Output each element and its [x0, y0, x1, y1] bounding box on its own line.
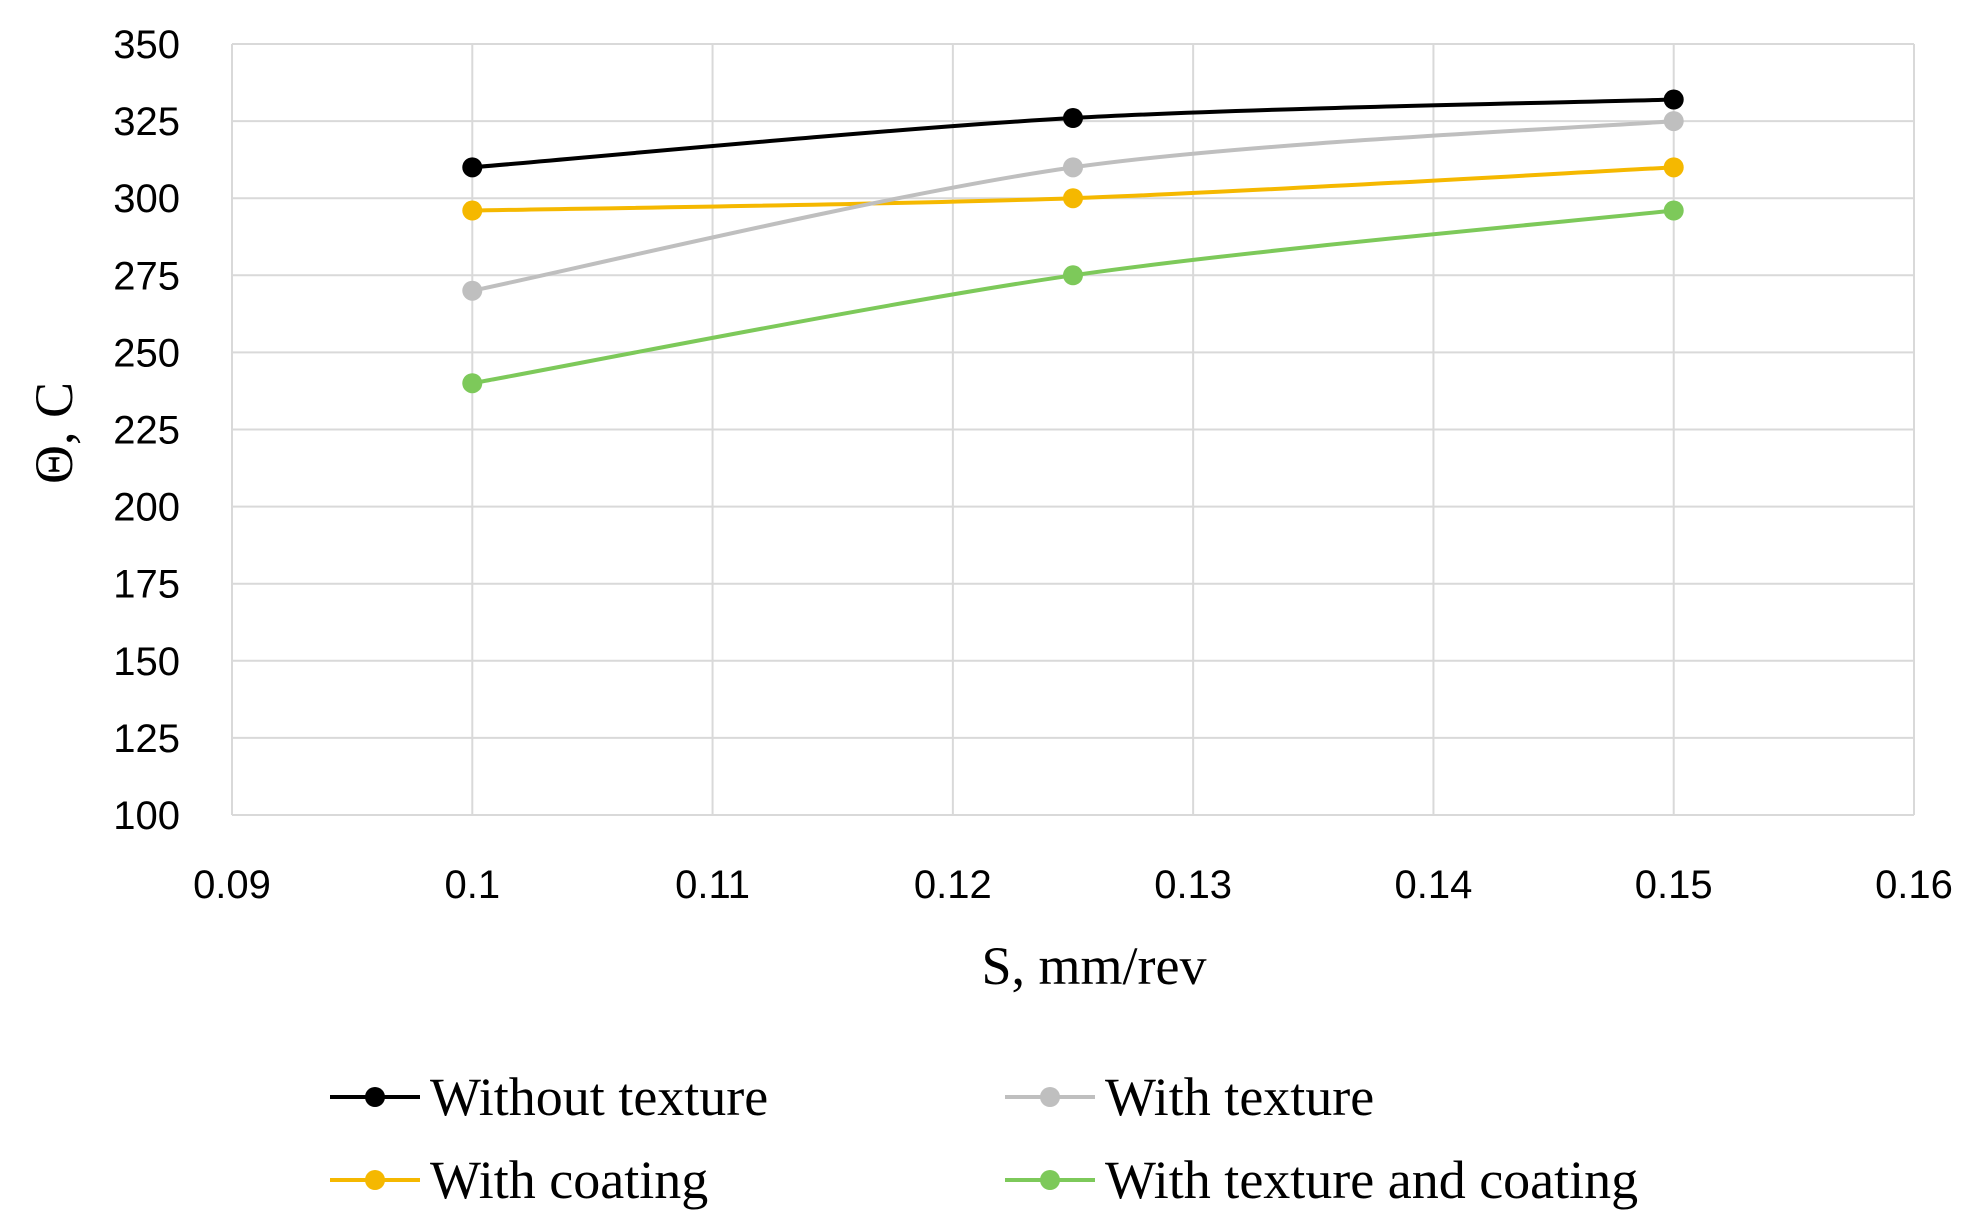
x-tick-label: 0.14: [1394, 863, 1472, 907]
data-point: [462, 373, 483, 394]
y-tick-label: 150: [113, 640, 180, 684]
legend-swatch-marker: [1040, 1170, 1060, 1190]
data-point: [1663, 200, 1684, 221]
y-tick-label: 300: [113, 177, 180, 221]
legend-swatch-marker: [365, 1087, 385, 1107]
legend: Without texture With texture With coating W…: [330, 1067, 1638, 1210]
legend-label: With coating: [430, 1150, 708, 1210]
y-axis-title: Θ, C: [24, 382, 84, 484]
legend-swatch-marker: [1040, 1087, 1060, 1107]
data-point: [462, 200, 483, 221]
y-axis-ticks: 100 125 150 175 200 225 250 275 300 325 350: [113, 23, 180, 838]
x-tick-label: 0.11: [675, 863, 750, 907]
series-group: [462, 89, 1684, 394]
legend-item: Without texture: [330, 1067, 768, 1127]
series-with-texture: [462, 111, 1684, 301]
data-point: [1063, 108, 1083, 129]
x-tick-label: 0.13: [1154, 863, 1232, 907]
data-point: [1663, 89, 1684, 110]
grid: [231, 43, 1915, 816]
y-tick-label: 200: [113, 486, 180, 530]
x-axis-ticks: 0.09 0.1 0.11 0.12 0.13 0.14 0.15 0.16: [193, 863, 1953, 907]
series-with-coating: [462, 157, 1684, 221]
legend-label: With texture and coating: [1105, 1150, 1638, 1210]
legend-item: With coating: [330, 1150, 708, 1210]
data-point: [1063, 157, 1083, 178]
legend-label: With texture: [1105, 1067, 1374, 1127]
x-tick-label: 0.1: [444, 863, 500, 907]
data-point: [1063, 265, 1083, 286]
series-with-texture-and-coating: [462, 200, 1684, 394]
data-point: [462, 157, 483, 178]
y-tick-label: 225: [113, 409, 180, 453]
y-tick-label: 350: [113, 23, 180, 67]
data-point: [1663, 157, 1684, 178]
y-tick-label: 250: [113, 331, 180, 375]
legend-label: Without texture: [430, 1067, 768, 1127]
x-tick-label: 0.12: [914, 863, 992, 907]
legend-item: With texture and coating: [1005, 1150, 1638, 1210]
legend-item: With texture: [1005, 1067, 1374, 1127]
x-tick-label: 0.15: [1635, 863, 1713, 907]
series-without-texture: [462, 89, 1684, 178]
x-tick-label: 0.09: [193, 863, 271, 907]
x-axis-title: S, mm/rev: [982, 936, 1207, 996]
y-tick-label: 100: [113, 794, 180, 838]
y-tick-label: 275: [113, 254, 180, 298]
legend-swatch-marker: [365, 1170, 385, 1190]
y-tick-label: 125: [113, 717, 180, 761]
x-tick-label: 0.16: [1875, 863, 1953, 907]
data-point: [462, 280, 483, 301]
y-tick-label: 175: [113, 563, 180, 607]
data-point: [1063, 188, 1083, 209]
data-point: [1663, 111, 1684, 132]
y-tick-label: 325: [113, 100, 180, 144]
